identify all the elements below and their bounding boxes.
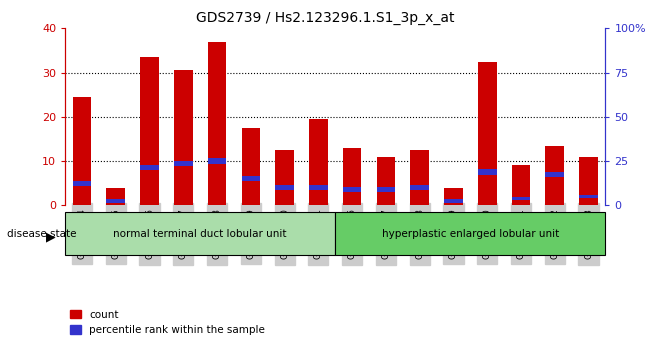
Bar [410,150,429,205]
Text: disease state: disease state [7,229,76,239]
Bar [343,187,361,193]
Bar [242,128,260,205]
Bar [174,161,193,166]
Bar [343,148,361,205]
Bar [546,145,564,205]
Text: GDS2739 / Hs2.123296.1.S1_3p_x_at: GDS2739 / Hs2.123296.1.S1_3p_x_at [196,11,455,25]
Bar [377,187,395,193]
Bar [444,199,463,202]
Bar [579,195,598,198]
Bar [174,70,193,205]
Bar [309,119,327,205]
Bar [410,185,429,190]
Bar [208,42,227,205]
Bar [512,197,531,200]
Bar [140,57,159,205]
Bar [512,166,531,205]
Bar [478,62,497,205]
Bar [208,159,227,164]
Bar [107,188,125,205]
Bar [242,176,260,181]
Bar [335,212,605,255]
Legend: count, percentile rank within the sample: count, percentile rank within the sample [70,310,265,335]
Bar [579,156,598,205]
Text: hyperplastic enlarged lobular unit: hyperplastic enlarged lobular unit [381,229,559,239]
Text: normal terminal duct lobular unit: normal terminal duct lobular unit [113,229,287,239]
Bar [377,156,395,205]
Bar [65,212,335,255]
Bar [140,165,159,170]
Bar [478,170,497,175]
Bar [73,181,91,186]
Bar [275,150,294,205]
Bar [309,185,327,190]
Bar [107,199,125,202]
Text: ▶: ▶ [46,231,55,244]
Bar [275,185,294,190]
Bar [546,172,564,177]
Bar [444,188,463,205]
Bar [73,97,91,205]
